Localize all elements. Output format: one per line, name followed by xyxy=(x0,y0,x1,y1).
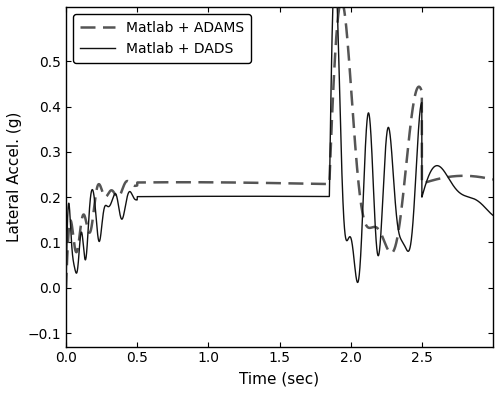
Matlab + DADS xyxy=(414,149,420,153)
Line: Matlab + ADAMS: Matlab + ADAMS xyxy=(66,1,493,288)
Matlab + ADAMS xyxy=(338,0,344,4)
Matlab + DADS xyxy=(226,194,232,198)
Matlab + DADS xyxy=(341,216,347,221)
Matlab + DADS xyxy=(490,213,496,218)
Matlab + ADAMS xyxy=(382,240,388,245)
Matlab + DADS xyxy=(140,194,146,199)
Legend: Matlab + ADAMS, Matlab + DADS: Matlab + ADAMS, Matlab + DADS xyxy=(73,14,251,63)
Matlab + ADAMS xyxy=(319,182,325,186)
Matlab + ADAMS xyxy=(140,180,146,185)
Matlab + ADAMS xyxy=(341,6,347,10)
Matlab + ADAMS xyxy=(490,177,496,182)
Matlab + DADS xyxy=(63,285,69,290)
Matlab + DADS xyxy=(382,159,388,163)
Matlab + ADAMS xyxy=(226,180,232,185)
X-axis label: Time (sec): Time (sec) xyxy=(240,371,320,386)
Line: Matlab + DADS: Matlab + DADS xyxy=(66,0,493,288)
Matlab + ADAMS xyxy=(63,285,69,290)
Y-axis label: Lateral Accel. (g): Lateral Accel. (g) xyxy=(7,112,22,242)
Matlab + DADS xyxy=(319,194,325,199)
Matlab + ADAMS xyxy=(414,86,420,91)
